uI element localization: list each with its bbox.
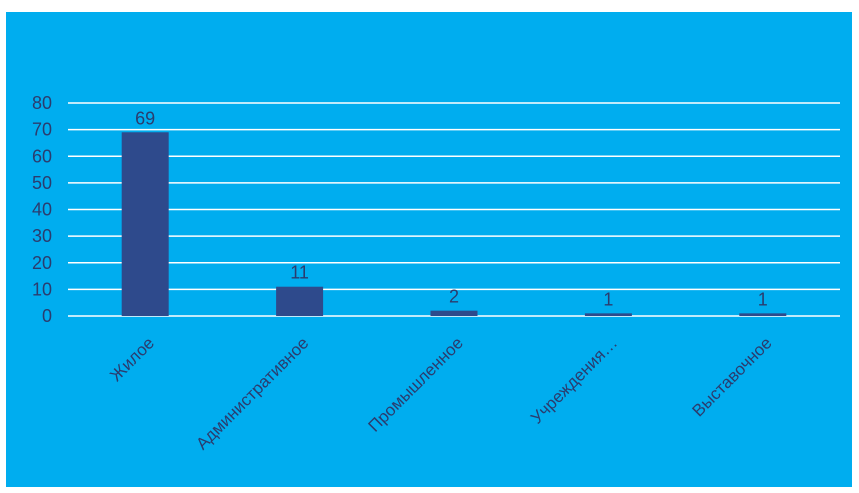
chart-area: 0 10 20 30 40 50 60 70 80 69 11 2 1 1 Жилое Администр… — [6, 12, 852, 487]
bar — [584, 313, 632, 316]
y-tick-label: 60 — [32, 146, 52, 166]
data-label: 11 — [290, 263, 309, 283]
bar — [121, 132, 169, 316]
data-label: 2 — [449, 287, 459, 307]
y-tick-label: 0 — [42, 306, 52, 326]
x-category-label: Жилое — [106, 333, 158, 385]
x-category-label: Административное — [192, 333, 312, 453]
x-category-label: Учреждения… — [527, 333, 621, 427]
x-axis-categories: Жилое Административное Промышленное Учрежде… — [106, 333, 775, 453]
data-label: 1 — [603, 289, 613, 309]
data-label: 69 — [135, 108, 155, 128]
bar — [739, 313, 787, 316]
data-label: 1 — [758, 289, 768, 309]
y-tick-label: 10 — [32, 279, 52, 299]
x-category-label: Выставочное — [689, 333, 776, 420]
bar — [276, 286, 324, 316]
gridlines — [68, 102, 840, 317]
x-category-label: Промышленное — [364, 333, 466, 435]
bar — [430, 310, 478, 316]
y-tick-label: 50 — [32, 173, 52, 193]
y-tick-label: 20 — [32, 253, 52, 273]
y-axis-ticks: 0 10 20 30 40 50 60 70 80 — [32, 93, 52, 326]
bars — [121, 132, 787, 316]
y-tick-label: 80 — [32, 93, 52, 113]
y-tick-label: 40 — [32, 200, 52, 220]
y-tick-label: 70 — [32, 120, 52, 140]
y-tick-label: 30 — [32, 226, 52, 246]
